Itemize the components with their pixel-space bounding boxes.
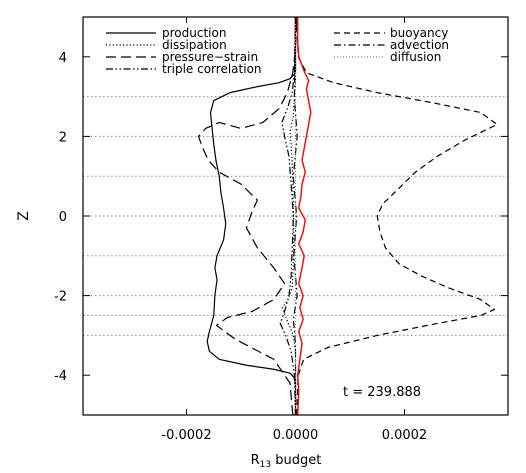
series-line-buoyancy: [295, 17, 498, 415]
series-line-red: [296, 17, 312, 415]
annotation-time: t = 239.888: [343, 385, 421, 400]
legend-left-label-0: production: [162, 26, 226, 40]
x-tick-label-2: 0.0002: [382, 428, 428, 443]
legend-right-label-1: advection: [390, 38, 449, 52]
y-tick-label-2: 0: [59, 210, 67, 225]
y-tick-label-3: 2: [59, 130, 67, 145]
legend: productiondissipationpressure−straintrip…: [106, 26, 449, 76]
axis-ticks: -0.0002 0.0000 0.0002 -4 -2 0 2 4: [54, 17, 508, 443]
y-tick-label-4: 4: [59, 51, 67, 66]
x-axis-title: R13 budget: [251, 453, 322, 470]
x-axis-title-rest: budget: [271, 453, 321, 468]
series-line-pressure-strain: [197, 17, 298, 415]
y-tick-label-0: -4: [54, 369, 67, 384]
series-line-advection: [292, 17, 298, 415]
series-line-dissipation: [281, 17, 297, 415]
series-line-triple-correlation: [279, 17, 297, 415]
legend-left-label-3: triple correlation: [162, 62, 262, 76]
x-axis-title-main: R: [251, 453, 260, 468]
series-group: [197, 17, 498, 415]
y-axis-title: Z: [16, 211, 32, 221]
legend-right-label-2: diffusion: [390, 50, 441, 64]
x-tick-label-0: -0.0002: [161, 428, 211, 443]
x-tick-label-1: 0.0000: [273, 428, 319, 443]
x-axis-title-subscript: 13: [260, 460, 271, 470]
y-tick-label-1: -2: [54, 290, 67, 305]
series-line-production: [206, 17, 297, 415]
legend-left-label-1: dissipation: [162, 38, 227, 52]
legend-right-label-0: buoyancy: [390, 26, 448, 40]
legend-left-label-2: pressure−strain: [162, 50, 258, 64]
